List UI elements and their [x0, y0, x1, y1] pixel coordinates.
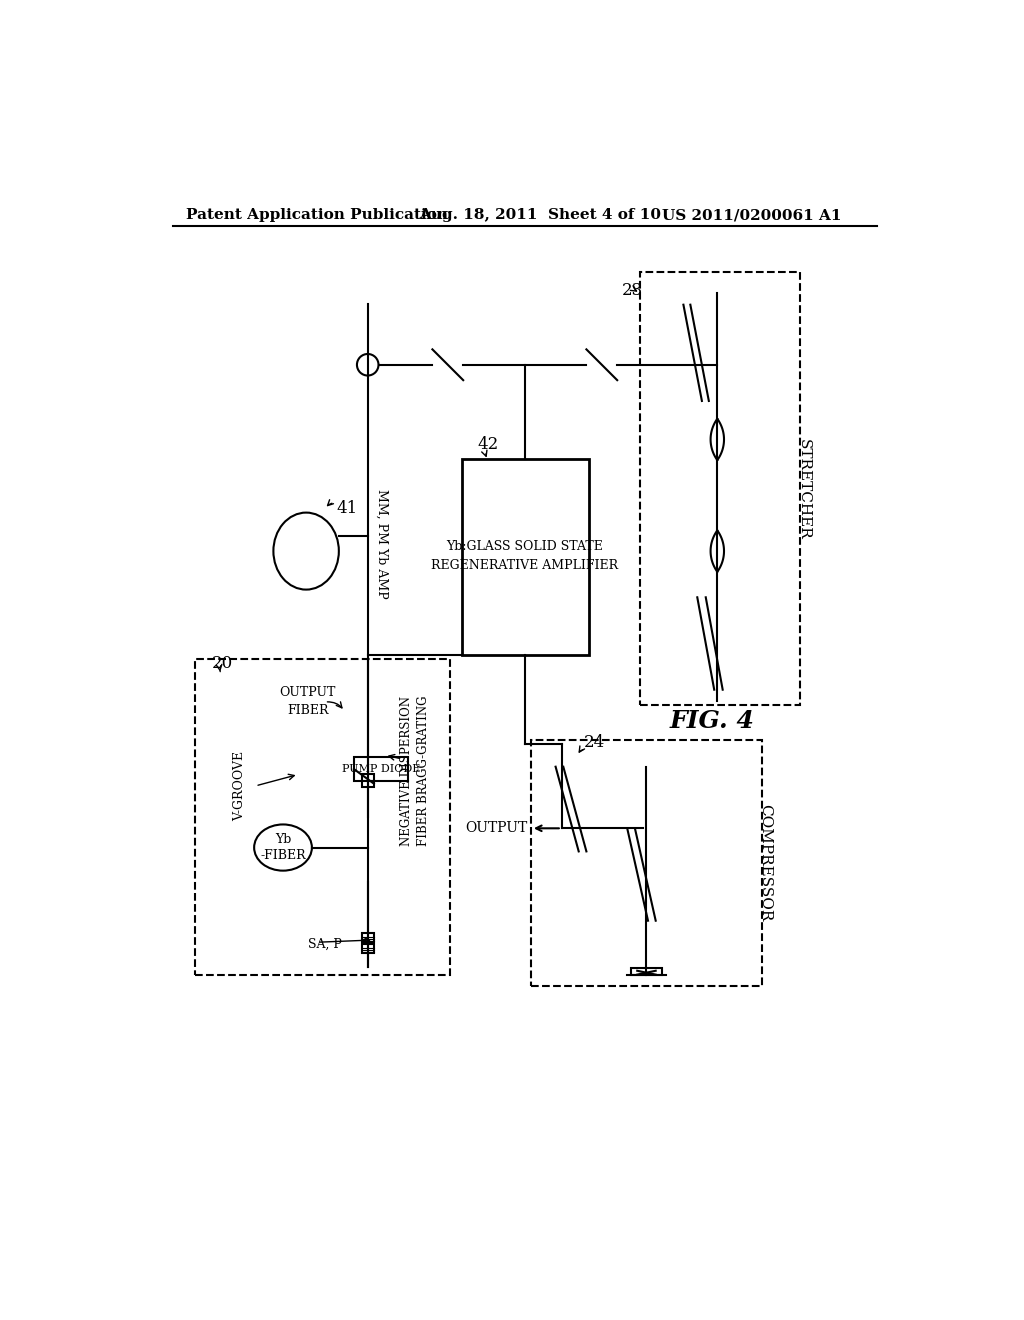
- Bar: [361, 780, 374, 787]
- Text: 20: 20: [211, 655, 232, 672]
- Bar: [361, 933, 374, 942]
- Bar: [196, 659, 451, 974]
- Text: FIG. 4: FIG. 4: [670, 709, 755, 733]
- Bar: [361, 944, 374, 953]
- Bar: [531, 739, 762, 986]
- Text: 24: 24: [584, 734, 604, 751]
- Bar: [462, 459, 589, 655]
- Text: Patent Application Publication: Patent Application Publication: [186, 209, 449, 223]
- Bar: [354, 758, 408, 780]
- Text: COMPRESSOR: COMPRESSOR: [758, 804, 772, 921]
- Text: US 2011/0200061 A1: US 2011/0200061 A1: [662, 209, 842, 223]
- Bar: [361, 775, 374, 780]
- Bar: [631, 969, 662, 974]
- Text: Aug. 18, 2011  Sheet 4 of 10: Aug. 18, 2011 Sheet 4 of 10: [419, 209, 662, 223]
- Text: V-GROOVE: V-GROOVE: [233, 751, 247, 821]
- Text: SA, P: SA, P: [308, 937, 342, 950]
- Text: 41: 41: [336, 499, 357, 516]
- Text: MM, PM Yb AMP: MM, PM Yb AMP: [376, 488, 388, 598]
- Text: OUTPUT
FIBER: OUTPUT FIBER: [280, 686, 336, 717]
- Text: 23: 23: [622, 281, 643, 298]
- Bar: [640, 272, 801, 705]
- Text: STRETCHER: STRETCHER: [797, 440, 811, 540]
- Text: NEGATIVE DISPERSION
FIBER BRAGG-GRATING: NEGATIVE DISPERSION FIBER BRAGG-GRATING: [400, 696, 430, 846]
- Text: PUMP DIODE: PUMP DIODE: [342, 764, 420, 774]
- Text: Yb:GLASS SOLID STATE
REGENERATIVE AMPLIFIER: Yb:GLASS SOLID STATE REGENERATIVE AMPLIF…: [431, 540, 618, 573]
- Text: Yb
-FIBER: Yb -FIBER: [260, 833, 306, 862]
- Text: 42: 42: [477, 437, 499, 454]
- Text: OUTPUT: OUTPUT: [465, 821, 527, 836]
